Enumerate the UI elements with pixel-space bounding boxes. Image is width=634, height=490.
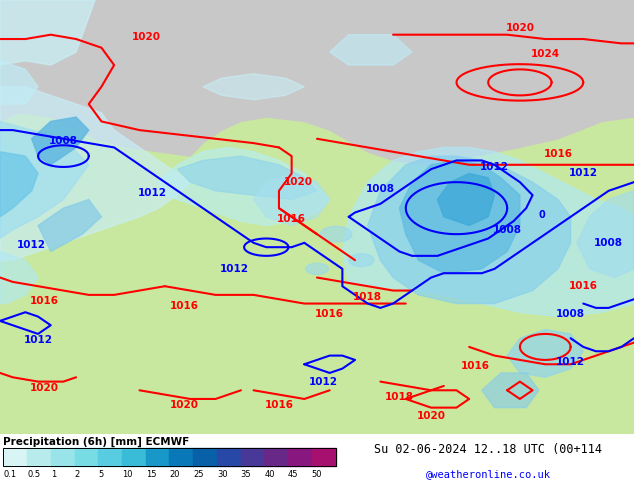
Bar: [217, 448, 241, 466]
Bar: [122, 448, 146, 466]
Polygon shape: [0, 0, 634, 165]
Text: 1016: 1016: [277, 214, 306, 224]
Bar: [27, 448, 51, 466]
Text: @weatheronline.co.uk: @weatheronline.co.uk: [425, 469, 551, 479]
Bar: [3, 448, 27, 466]
Text: 1018: 1018: [353, 292, 382, 302]
Text: 1016: 1016: [30, 296, 59, 306]
Text: 1012: 1012: [309, 377, 338, 387]
Bar: [51, 448, 75, 466]
Text: 1024: 1024: [531, 49, 560, 59]
Text: 2: 2: [75, 470, 80, 479]
Text: 5: 5: [98, 470, 103, 479]
Text: 1008: 1008: [556, 309, 585, 319]
Text: 1012: 1012: [138, 188, 167, 198]
Text: 1016: 1016: [315, 309, 344, 319]
Polygon shape: [178, 156, 317, 199]
Polygon shape: [254, 173, 330, 225]
Polygon shape: [349, 254, 374, 267]
Polygon shape: [437, 173, 495, 225]
Polygon shape: [0, 122, 89, 239]
Bar: [312, 448, 335, 466]
Bar: [146, 448, 169, 466]
Polygon shape: [399, 160, 520, 273]
Polygon shape: [158, 147, 330, 225]
Bar: [98, 448, 122, 466]
Polygon shape: [0, 251, 38, 304]
Bar: [264, 448, 288, 466]
Text: 1008: 1008: [493, 225, 522, 235]
Polygon shape: [306, 263, 328, 274]
Text: 1018: 1018: [385, 392, 414, 402]
Text: 1012: 1012: [220, 264, 249, 274]
Text: Su 02-06-2024 12..18 UTC (00+114: Su 02-06-2024 12..18 UTC (00+114: [374, 443, 602, 456]
Text: 1020: 1020: [169, 400, 198, 411]
Text: 1012: 1012: [569, 169, 598, 178]
Text: Precipitation (6h) [mm] ECMWF: Precipitation (6h) [mm] ECMWF: [3, 437, 190, 447]
Text: 0.1: 0.1: [3, 470, 16, 479]
Polygon shape: [0, 87, 190, 260]
Text: 1016: 1016: [169, 301, 198, 311]
Text: 0.5: 0.5: [27, 470, 41, 479]
Text: 1012: 1012: [556, 357, 585, 367]
Text: 1016: 1016: [264, 400, 294, 411]
Polygon shape: [320, 226, 352, 242]
Text: 1016: 1016: [569, 281, 598, 291]
Text: 1020: 1020: [505, 23, 534, 33]
Text: 1020: 1020: [131, 32, 160, 42]
Text: 25: 25: [193, 470, 204, 479]
Bar: [288, 448, 312, 466]
Text: 1008: 1008: [366, 184, 395, 194]
Text: 20: 20: [169, 470, 180, 479]
Polygon shape: [342, 147, 634, 317]
Text: 1008: 1008: [49, 136, 78, 146]
Bar: [75, 448, 98, 466]
Text: 15: 15: [146, 470, 156, 479]
Text: 40: 40: [264, 470, 275, 479]
Text: 1012: 1012: [17, 240, 46, 250]
Text: 1: 1: [51, 470, 56, 479]
Bar: [3, 448, 335, 466]
Text: 1012: 1012: [23, 336, 53, 345]
Polygon shape: [368, 156, 571, 304]
Polygon shape: [203, 74, 304, 100]
Text: 50: 50: [312, 470, 322, 479]
Text: 1016: 1016: [543, 149, 573, 159]
Polygon shape: [0, 113, 634, 434]
Bar: [169, 448, 193, 466]
Text: 1008: 1008: [594, 238, 623, 248]
Text: 1020: 1020: [283, 177, 313, 187]
Text: 1020: 1020: [30, 383, 59, 393]
Polygon shape: [577, 191, 634, 277]
Text: 30: 30: [217, 470, 228, 479]
Polygon shape: [0, 61, 38, 104]
Bar: [241, 448, 264, 466]
Polygon shape: [0, 152, 38, 217]
Text: 1020: 1020: [417, 411, 446, 421]
Polygon shape: [330, 35, 412, 65]
Polygon shape: [482, 373, 539, 408]
Polygon shape: [0, 0, 95, 65]
Text: 45: 45: [288, 470, 299, 479]
Bar: [193, 448, 217, 466]
Text: 0: 0: [539, 210, 545, 220]
Polygon shape: [32, 117, 89, 165]
Text: 1012: 1012: [480, 162, 509, 172]
Polygon shape: [507, 330, 583, 377]
Polygon shape: [38, 199, 101, 251]
Text: 35: 35: [241, 470, 251, 479]
Text: 1016: 1016: [461, 362, 490, 371]
Text: 10: 10: [122, 470, 133, 479]
